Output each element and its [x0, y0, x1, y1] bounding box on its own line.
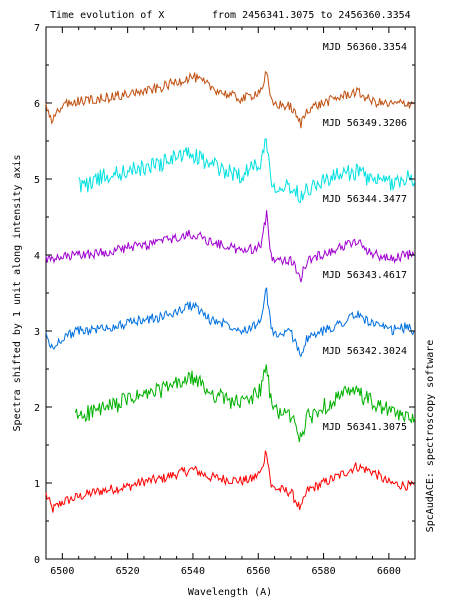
- series-line: [45, 70, 415, 129]
- x-tick-label: 6540: [181, 566, 205, 577]
- series-line: [74, 364, 416, 443]
- y-tick-label: 3: [34, 327, 40, 338]
- chart-title: Time evolution of X: [50, 10, 164, 21]
- series-line: [45, 287, 415, 358]
- y-tick-label: 1: [34, 479, 40, 490]
- y-tick-label: 2: [34, 403, 40, 414]
- y-tick-label: 5: [34, 175, 40, 186]
- y-axis-label: Spectra shifted by 1 unit along intensit…: [12, 155, 23, 432]
- series-label-layer: MJD 56341.3075 MJD 56342.3024 MJD 56343.46…: [323, 42, 407, 433]
- series-line: [78, 138, 416, 204]
- plot-border: [45, 26, 416, 560]
- x-tick-label: 6500: [50, 566, 74, 577]
- y-tick-label: 4: [34, 251, 40, 262]
- series-label: MJD 56342.3024: [323, 346, 407, 357]
- x-tick-label: 6580: [312, 566, 336, 577]
- y-axis: 0 1 2 3 4 5 6 7: [34, 23, 415, 566]
- y-tick-label: 6: [34, 99, 40, 110]
- chart-subtitle: from 2456341.3075 to 2456360.3354: [212, 10, 411, 21]
- series-label: MJD 56341.3075: [323, 422, 407, 433]
- y-tick-label: 7: [34, 23, 40, 34]
- y-tick-label: 0: [34, 555, 40, 566]
- series-line: [45, 210, 415, 283]
- plot-frame: [45, 26, 416, 560]
- software-credit-label: SpcAudACE: spectroscopy software: [425, 340, 436, 533]
- x-tick-label: 6560: [246, 566, 270, 577]
- series-label: MJD 56343.4617: [323, 270, 407, 281]
- series-line: [45, 450, 415, 513]
- series-label: MJD 56349.3206: [323, 118, 407, 129]
- series-label: MJD 56344.3477: [323, 194, 407, 205]
- x-tick-label: 6600: [377, 566, 401, 577]
- x-tick-label: 6520: [116, 566, 140, 577]
- series-layer: [45, 70, 416, 513]
- series-label: MJD 56360.3354: [323, 42, 407, 53]
- x-axis-label: Wavelength (A): [188, 587, 272, 598]
- x-axis: 6500 6520 6540 6560 6580 6600: [50, 27, 406, 577]
